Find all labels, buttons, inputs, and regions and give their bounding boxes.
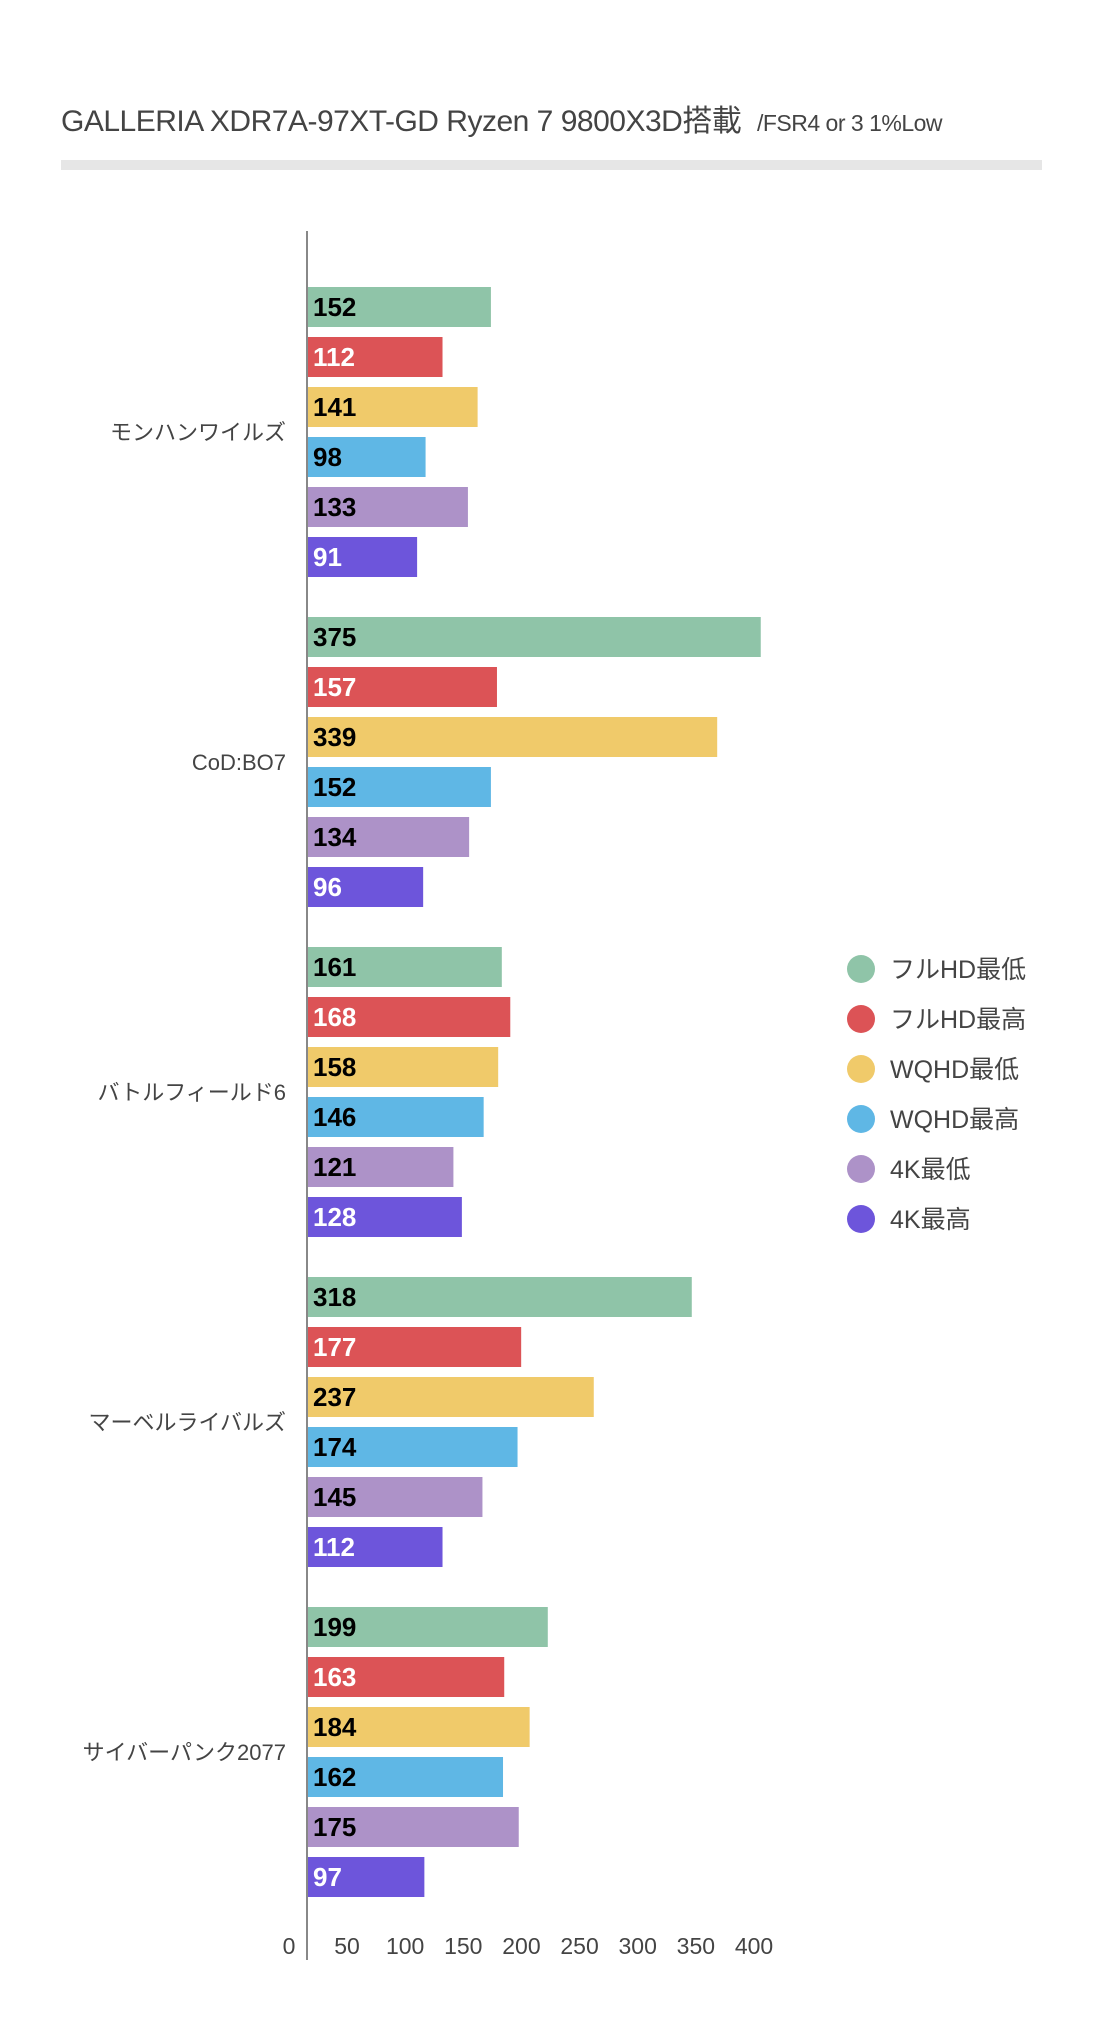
chart-subtitle: /FSR4 or 3 1%Low [756,110,943,136]
data-label: 128 [313,1202,356,1232]
data-label: 133 [313,492,356,522]
data-label: 157 [313,672,356,702]
bar [307,1097,484,1137]
chart-title-main: GALLERIA XDR7A-97XT-GD Ryzen 7 9800X3D搭載 [61,105,742,138]
legend-label: 4K最高 [890,1206,971,1234]
data-label: 146 [313,1102,356,1132]
bar [307,1377,594,1417]
x-tick-label: 200 [502,1933,540,1959]
x-tick-label: 150 [444,1933,482,1959]
bar [307,1527,443,1567]
category-label: バトルフィールド6 [98,1080,286,1105]
data-label: 121 [313,1152,356,1182]
x-tick-label: 400 [735,1933,773,1959]
category-label: マーベルライバルズ [88,1410,286,1435]
bar [307,1477,483,1517]
bar [307,1147,454,1187]
bar [307,1757,504,1797]
x-tick-label: 100 [386,1933,424,1959]
bar [307,1657,505,1697]
bar [307,617,761,657]
data-label: 91 [313,542,342,572]
legend-label: WQHD最高 [890,1106,1019,1134]
data-label: 98 [313,442,342,472]
legend-label: フルHD最高 [890,1006,1026,1034]
data-label: 112 [313,1532,355,1562]
data-label: 199 [313,1612,356,1642]
data-label: 141 [313,392,356,422]
bar [307,1807,519,1847]
legend-swatch [847,1105,875,1133]
x-tick-label: 300 [619,1933,657,1959]
data-label: 162 [313,1762,356,1792]
data-label: 152 [313,772,356,802]
x-tick-label: 350 [677,1933,715,1959]
data-label: 237 [313,1382,356,1412]
bar [307,437,426,477]
legend-label: フルHD最低 [890,956,1026,984]
bar [307,1427,518,1467]
bar [307,1277,692,1317]
data-label: 174 [313,1432,357,1462]
legend-label: 4K最低 [890,1156,971,1184]
data-label: 112 [313,342,355,372]
bar [307,1327,522,1367]
data-label: 161 [313,952,356,982]
bar [307,947,502,987]
bar [307,867,424,907]
data-label: 134 [313,822,357,852]
bar [307,717,718,757]
bar [307,337,443,377]
data-label: 318 [313,1282,356,1312]
data-label: 168 [313,1002,356,1032]
data-label: 158 [313,1052,356,1082]
category-label: CoD:BO7 [192,750,286,775]
title-divider [61,160,1042,170]
bar [307,997,511,1037]
bar [307,1857,425,1897]
data-label: 375 [313,622,356,652]
data-label: 152 [313,292,356,322]
data-label: 175 [313,1812,356,1842]
bar [307,817,470,857]
chart-title: GALLERIA XDR7A-97XT-GD Ryzen 7 9800X3D搭載… [61,96,943,140]
legend-swatch [847,1005,875,1033]
data-label: 97 [313,1862,342,1892]
bar [307,667,497,707]
bar [307,1607,548,1647]
x-tick-label: 50 [334,1933,360,1959]
legend-swatch [847,955,875,983]
legend-swatch [847,1155,875,1183]
bar [307,537,418,577]
bar [307,287,491,327]
x-tick-label: 0 [283,1933,296,1959]
x-tick-label: 250 [560,1933,598,1959]
category-label: モンハンワイルズ [110,420,286,445]
bar [307,1197,462,1237]
bar [307,387,478,427]
legend-swatch [847,1205,875,1233]
bar [307,767,491,807]
data-label: 145 [313,1482,356,1512]
data-label: 96 [313,872,342,902]
data-label: 184 [313,1712,357,1742]
data-label: 177 [313,1332,356,1362]
bar [307,1707,530,1747]
bar [307,1047,499,1087]
category-label: サイバーパンク2077 [83,1740,286,1765]
legend-label: WQHD最低 [890,1056,1019,1084]
bar [307,487,468,527]
legend-swatch [847,1055,875,1083]
data-label: 339 [313,722,356,752]
data-label: 163 [313,1662,356,1692]
